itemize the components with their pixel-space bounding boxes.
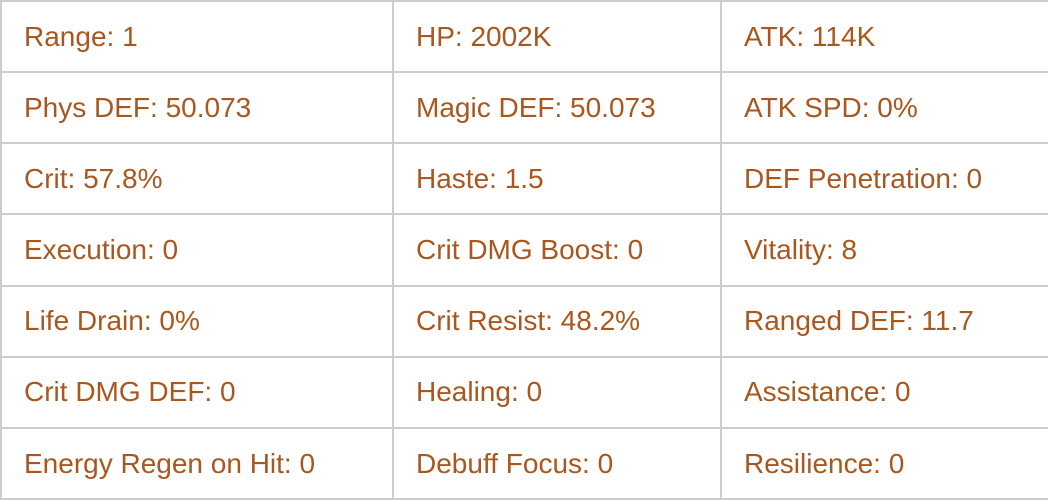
stat-cell-crit-dmg-boost: Crit DMG Boost: 0 — [392, 213, 722, 287]
stat-cell-healing: Healing: 0 — [392, 355, 722, 429]
stat-cell-magic-def: Magic DEF: 50.073 — [392, 71, 722, 145]
stat-cell-ranged-def: Ranged DEF: 11.7 — [720, 284, 1048, 358]
stat-cell-range: Range: 1 — [0, 0, 394, 74]
stat-cell-resilience: Resilience: 0 — [720, 426, 1048, 500]
stat-cell-phys-def: Phys DEF: 50.073 — [0, 71, 394, 145]
stat-cell-def-penetration: DEF Penetration: 0 — [720, 142, 1048, 216]
stat-cell-haste: Haste: 1.5 — [392, 142, 722, 216]
table-row: Life Drain: 0% Crit Resist: 48.2% Ranged… — [0, 284, 1048, 358]
stat-cell-atk-spd: ATK SPD: 0% — [720, 71, 1048, 145]
table-row: Energy Regen on Hit: 0 Debuff Focus: 0 R… — [0, 426, 1048, 500]
stat-cell-energy-regen-on-hit: Energy Regen on Hit: 0 — [0, 426, 394, 500]
stat-cell-debuff-focus: Debuff Focus: 0 — [392, 426, 722, 500]
table-row: Phys DEF: 50.073 Magic DEF: 50.073 ATK S… — [0, 71, 1048, 145]
stat-cell-life-drain: Life Drain: 0% — [0, 284, 394, 358]
table-row: Execution: 0 Crit DMG Boost: 0 Vitality:… — [0, 213, 1048, 287]
stat-cell-vitality: Vitality: 8 — [720, 213, 1048, 287]
table-row: Crit: 57.8% Haste: 1.5 DEF Penetration: … — [0, 142, 1048, 216]
stat-cell-atk: ATK: 114K — [720, 0, 1048, 74]
table-row: Range: 1 HP: 2002K ATK: 114K — [0, 0, 1048, 74]
stat-cell-crit-dmg-def: Crit DMG DEF: 0 — [0, 355, 394, 429]
table-row: Crit DMG DEF: 0 Healing: 0 Assistance: 0 — [0, 355, 1048, 429]
stat-cell-crit-resist: Crit Resist: 48.2% — [392, 284, 722, 358]
stat-cell-assistance: Assistance: 0 — [720, 355, 1048, 429]
stat-cell-execution: Execution: 0 — [0, 213, 394, 287]
stat-cell-crit: Crit: 57.8% — [0, 142, 394, 216]
stat-cell-hp: HP: 2002K — [392, 0, 722, 74]
